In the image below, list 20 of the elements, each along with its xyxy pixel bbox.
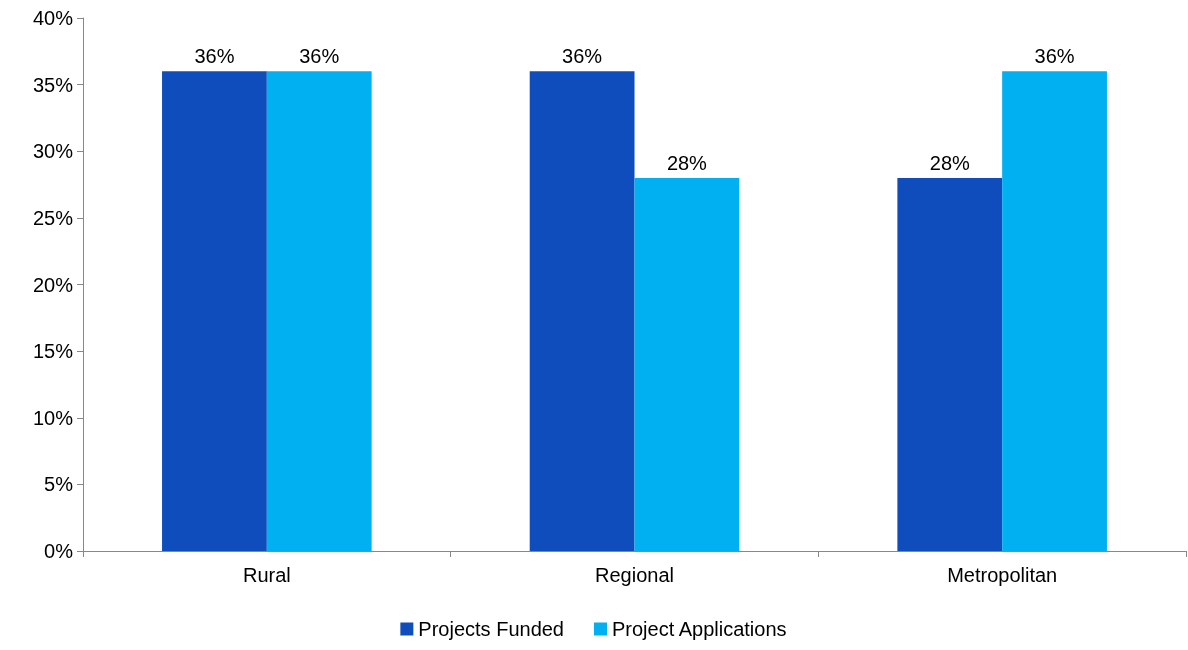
y-tick-label: 35% (32, 73, 74, 96)
data-label: 28% (666, 151, 708, 174)
y-tick-label: 25% (32, 206, 74, 229)
y-tick-label: 5% (44, 473, 74, 496)
data-label: 36% (562, 45, 603, 68)
y-tick-label: 40% (32, 7, 74, 29)
y-tick-label: 15% (32, 340, 74, 363)
data-label: 28% (929, 151, 970, 174)
x-tick-label: Regional (595, 564, 674, 586)
y-tick-label: 30% (32, 140, 74, 163)
data-label: 36% (194, 45, 235, 68)
legend-label: Project Applications (612, 618, 787, 640)
y-tick-label: 0% (44, 540, 74, 562)
data-label: 36% (1034, 45, 1075, 68)
legend-label: Projects Funded (418, 618, 564, 640)
data-label: 36% (299, 45, 340, 68)
x-tick-label: Rural (242, 564, 291, 586)
x-tick-label: Metropolitan (947, 564, 1058, 586)
y-tick-label: 20% (32, 273, 74, 296)
y-tick-label: 10% (32, 406, 74, 429)
